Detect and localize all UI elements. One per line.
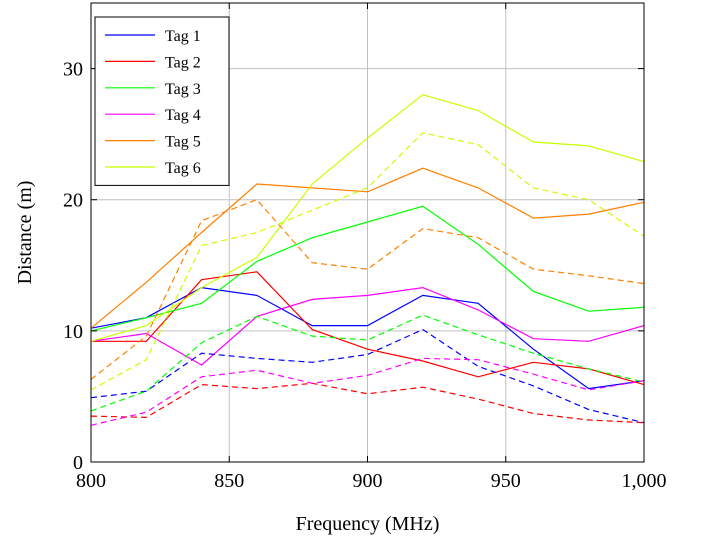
- series-line-solid-4: [90, 286, 645, 366]
- y-tick-label: 0: [73, 452, 83, 474]
- y-tick-label: 20: [63, 190, 83, 212]
- x-tick-label: 900: [353, 470, 383, 492]
- legend-label: Tag 4: [165, 107, 201, 124]
- series-line-solid-1: [90, 286, 645, 390]
- y-tick-label: 30: [63, 59, 83, 81]
- legend: Tag 1 Tag 2 Tag 3 Tag 4 Tag 5 Tag 6: [94, 16, 230, 186]
- series-line-dashed-1: [90, 328, 645, 424]
- legend-box: [94, 16, 230, 186]
- series-line-dashed-6: [90, 132, 645, 391]
- ticks: 800 850 900 950 1,000 0 10 20 30: [63, 3, 667, 492]
- legend-label: Tag 3: [165, 81, 201, 98]
- series-line-dashed-5: [90, 198, 645, 380]
- legend-label: Tag 1: [165, 28, 201, 45]
- series-line-dashed-2: [90, 382, 645, 424]
- x-tick-label: 800: [76, 470, 106, 492]
- y-axis-label: Distance (m): [14, 181, 36, 285]
- y-tick-label: 10: [63, 321, 83, 343]
- x-tick-label: 950: [491, 470, 521, 492]
- legend-label: Tag 2: [165, 54, 201, 71]
- series-line-solid-5: [90, 167, 645, 329]
- legend-label: Tag 5: [165, 134, 201, 151]
- x-axis-label: Frequency (MHz): [296, 513, 440, 535]
- x-tick-label: 1,000: [622, 470, 667, 492]
- series-line-solid-3: [90, 205, 645, 332]
- series-line-solid-6: [90, 94, 645, 342]
- series-line-dashed-3: [90, 314, 645, 412]
- series-layer: [90, 94, 645, 426]
- x-tick-label: 850: [214, 470, 244, 492]
- series-line-dashed-4: [90, 357, 645, 426]
- legend-label: Tag 6: [165, 160, 201, 177]
